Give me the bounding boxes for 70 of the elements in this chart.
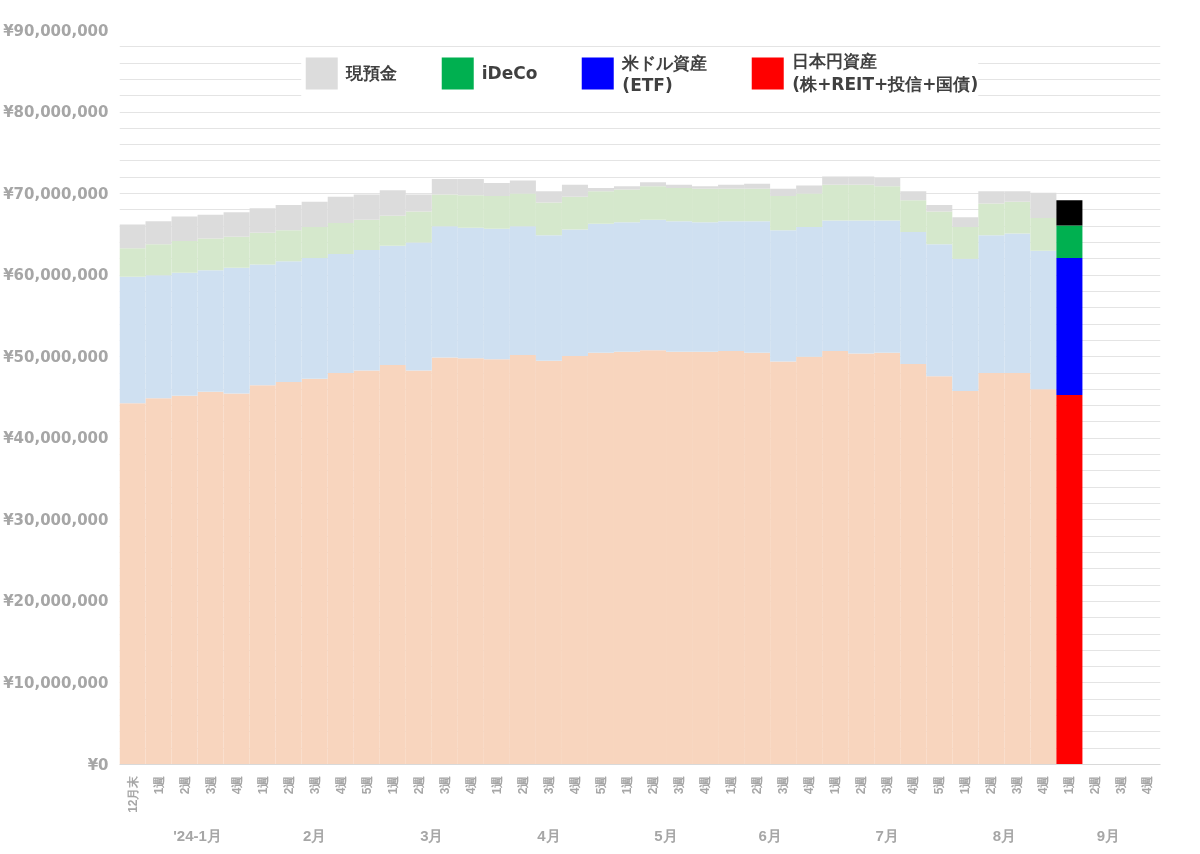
x-tick-label: 1週: [619, 774, 634, 795]
x-tick-label: 2週: [646, 774, 661, 795]
x-tick-label: 2週: [411, 774, 426, 795]
text: 9月: [1096, 826, 1121, 844]
x-tick-label: 4週: [1036, 774, 1051, 795]
x-tick-label: 3週: [437, 774, 452, 795]
x-tick-label: 1週: [724, 774, 739, 795]
y-tick-label: ¥80,000,000: [3, 103, 109, 122]
x-tick-label: 3週: [776, 774, 791, 795]
y-tick-label: ¥50,000,000: [3, 347, 109, 366]
x-tick-label: 2週: [854, 774, 869, 795]
x-tick-label: 1週: [958, 774, 973, 795]
text: 4月: [537, 826, 561, 844]
y-tick-label: ¥40,000,000: [3, 429, 109, 448]
x-tick-label: 1週: [1062, 774, 1077, 795]
text: '24-1月: [173, 826, 222, 844]
x-tick-label: 1週: [255, 774, 270, 795]
y-tick-label: ¥10,000,000: [3, 673, 109, 692]
x-tick-label: 4週: [802, 774, 817, 795]
text: 5月: [654, 826, 678, 844]
text: 8月: [992, 826, 1017, 844]
x-tick-label: 2週: [177, 774, 192, 795]
y-tick-label: ¥0: [87, 755, 109, 774]
x-tick-label: 4週: [463, 774, 478, 795]
text: 7月: [875, 826, 899, 844]
x-tick-label: 3週: [1010, 774, 1025, 795]
x-tick-label: 5週: [932, 774, 947, 795]
x-tick-label: 5週: [359, 774, 374, 795]
y-tick-label: ¥90,000,000: [3, 21, 109, 40]
x-tick-label: 3週: [203, 774, 218, 795]
legend-label: 米ドル資産 (ETF): [622, 51, 708, 95]
x-tick-label: 4週: [906, 774, 921, 795]
x-tick-label: 3週: [1114, 774, 1129, 795]
x-tick-label: 4週: [567, 774, 582, 795]
y-tick-label: ¥20,000,000: [3, 592, 109, 611]
legend-label: 現預金: [345, 61, 397, 85]
x-tick-label: 2週: [1088, 774, 1103, 795]
y-tick-label: ¥70,000,000: [3, 184, 109, 203]
bar: [1056, 258, 1083, 396]
bar: [952, 217, 979, 228]
x-tick-label: 2週: [984, 774, 999, 795]
x-tick-label: 3週: [672, 774, 687, 795]
x-tick-label: 3週: [880, 774, 895, 795]
x-tick-label: 1週: [385, 774, 400, 795]
text: 2月: [303, 826, 327, 844]
x-tick-label: 4週: [698, 774, 713, 795]
bar: [1056, 225, 1083, 259]
y-tick-label: ¥60,000,000: [3, 266, 109, 285]
text: 6月: [758, 826, 782, 844]
x-tick-label: 12月末: [125, 774, 140, 813]
x-tick-label: 4週: [229, 774, 244, 795]
x-tick-label: 4週: [333, 774, 348, 795]
bar: [900, 191, 927, 201]
x-tick-label: 3週: [307, 774, 322, 795]
y-tick-label: ¥30,000,000: [3, 510, 109, 529]
x-tick-label: 1週: [489, 774, 504, 795]
legend-label: iDeCo: [481, 63, 538, 83]
x-tick-label: 1週: [151, 774, 166, 795]
x-tick-label: 2週: [515, 774, 530, 795]
x-tick-label: 2週: [281, 774, 296, 795]
bar: [1056, 200, 1083, 226]
legend-label: 日本円資産 (株+REIT+投信+国債): [792, 50, 979, 96]
x-tick-label: 4週: [1140, 774, 1155, 795]
x-tick-label: 5週: [593, 774, 608, 795]
text: 3月: [420, 826, 444, 844]
x-tick-label: 3週: [541, 774, 556, 795]
x-tick-label: 1週: [828, 774, 843, 795]
bar: [926, 205, 953, 212]
bar: [1056, 395, 1083, 765]
x-tick-label: 2週: [750, 774, 765, 795]
